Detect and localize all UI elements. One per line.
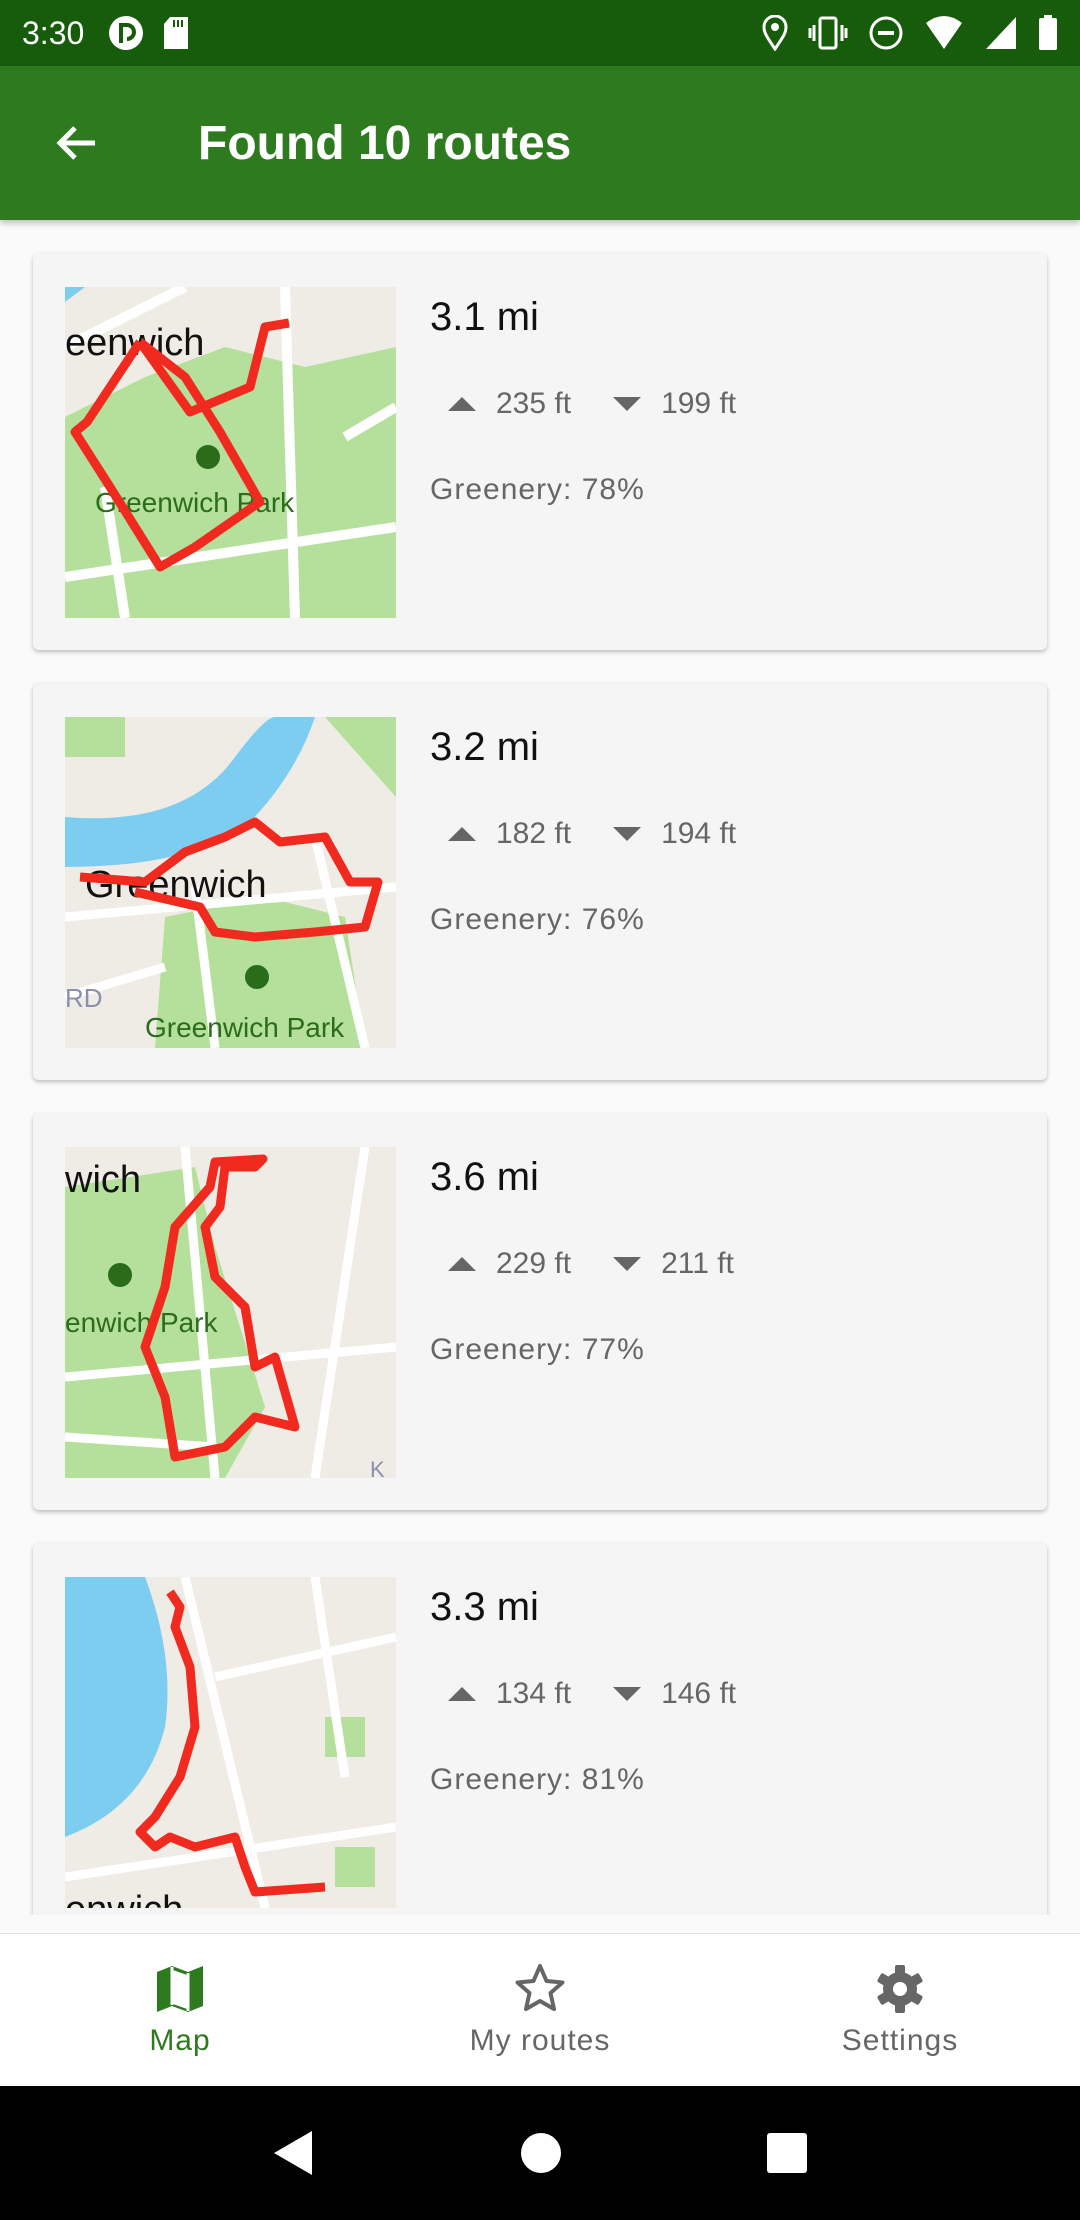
page-title: Found 10 routes — [198, 116, 572, 170]
nav-item-map[interactable]: Map — [0, 1934, 360, 2086]
back-icon[interactable] — [272, 2129, 316, 2177]
wifi-icon — [926, 16, 962, 49]
ascent-value: 235 ft — [496, 387, 572, 420]
battery-icon — [1039, 15, 1057, 50]
arrow-back-icon — [56, 126, 95, 160]
map-label: Greenwich Park — [145, 1012, 345, 1043]
descent-value: 146 ft — [661, 1677, 737, 1710]
descent-value: 199 ft — [661, 387, 737, 420]
greenery-percentage: Greenery: 76% — [430, 903, 645, 936]
greenery-percentage: Greenery: 77% — [430, 1333, 645, 1366]
route-card[interactable]: enwich 3.3 mi 134 ft 146 ft Greenery: 81… — [33, 1543, 1047, 1915]
greenery-percentage: Greenery: 81% — [430, 1763, 645, 1796]
descent-icon — [613, 1257, 642, 1271]
route-distance: 3.6 mi — [430, 1155, 539, 1199]
route-distance: 3.1 mi — [430, 295, 539, 339]
recents-icon[interactable] — [766, 2132, 808, 2174]
nav-item-my-routes[interactable]: My routes — [360, 1934, 720, 2086]
status-time: 3:30 — [22, 14, 85, 51]
nav-label: Map — [149, 2024, 211, 2057]
map-label: RD — [65, 983, 103, 1013]
descent-icon — [613, 1687, 642, 1701]
descent-value: 194 ft — [661, 817, 737, 850]
elevation-row: 134 ft 146 ft — [448, 1677, 736, 1711]
sd-card-icon — [164, 17, 189, 49]
map-label: enwich — [65, 1889, 183, 1908]
nav-label: My routes — [469, 2024, 611, 2057]
route-map-thumbnail: Greenwich Greenwich Park RD — [65, 717, 396, 1048]
nav-item-settings[interactable]: Settings — [720, 1934, 1080, 2086]
route-distance: 3.2 mi — [430, 725, 539, 769]
bottom-navigation: Map My routes Settings — [0, 1933, 1080, 2086]
route-map-thumbnail: eenwich Greenwich Park — [65, 287, 396, 618]
route-card[interactable]: Greenwich Greenwich Park RD 3.2 mi 182 f… — [33, 683, 1047, 1080]
descent-value: 211 ft — [661, 1247, 734, 1280]
ascent-value: 229 ft — [496, 1247, 572, 1280]
map-label: wich — [65, 1159, 141, 1201]
map-label: K — [370, 1457, 385, 1478]
do-not-disturb-icon — [869, 16, 903, 50]
route-card[interactable]: wich enwich Park K 3.6 mi 229 ft 211 ft … — [33, 1113, 1047, 1510]
elevation-row: 182 ft 194 ft — [448, 817, 736, 851]
elevation-row: 235 ft 199 ft — [448, 387, 736, 421]
ascent-icon — [448, 1687, 476, 1701]
elevation-row: 229 ft 211 ft — [448, 1247, 734, 1281]
descent-icon — [613, 397, 642, 411]
greenery-percentage: Greenery: 78% — [430, 473, 645, 506]
ascent-value: 134 ft — [496, 1677, 572, 1710]
back-button[interactable] — [42, 108, 112, 178]
vibrate-icon — [808, 16, 848, 50]
map-label: enwich Park — [65, 1307, 219, 1338]
system-navigation-bar — [0, 2086, 1080, 2220]
route-map-thumbnail: enwich — [65, 1577, 396, 1908]
gear-icon — [877, 1965, 923, 2013]
star-icon — [515, 1964, 565, 2011]
nav-label: Settings — [841, 2024, 959, 2057]
ascent-icon — [448, 827, 476, 841]
route-card[interactable]: eenwich Greenwich Park 3.1 mi 235 ft 199… — [33, 253, 1047, 650]
app-bar: Found 10 routes — [0, 66, 1080, 220]
pocket-casts-icon — [109, 16, 144, 50]
ascent-icon — [448, 397, 476, 411]
route-distance: 3.3 mi — [430, 1585, 539, 1629]
route-list[interactable]: eenwich Greenwich Park 3.1 mi 235 ft 199… — [0, 220, 1080, 1915]
map-icon — [157, 1966, 203, 2012]
ascent-icon — [448, 1257, 476, 1271]
route-map-thumbnail: wich enwich Park K — [65, 1147, 396, 1478]
home-icon[interactable] — [519, 2131, 563, 2175]
location-icon — [762, 15, 788, 51]
signal-icon — [986, 17, 1016, 49]
status-bar: 3:30 — [0, 0, 1080, 66]
ascent-value: 182 ft — [496, 817, 572, 850]
descent-icon — [613, 827, 642, 841]
